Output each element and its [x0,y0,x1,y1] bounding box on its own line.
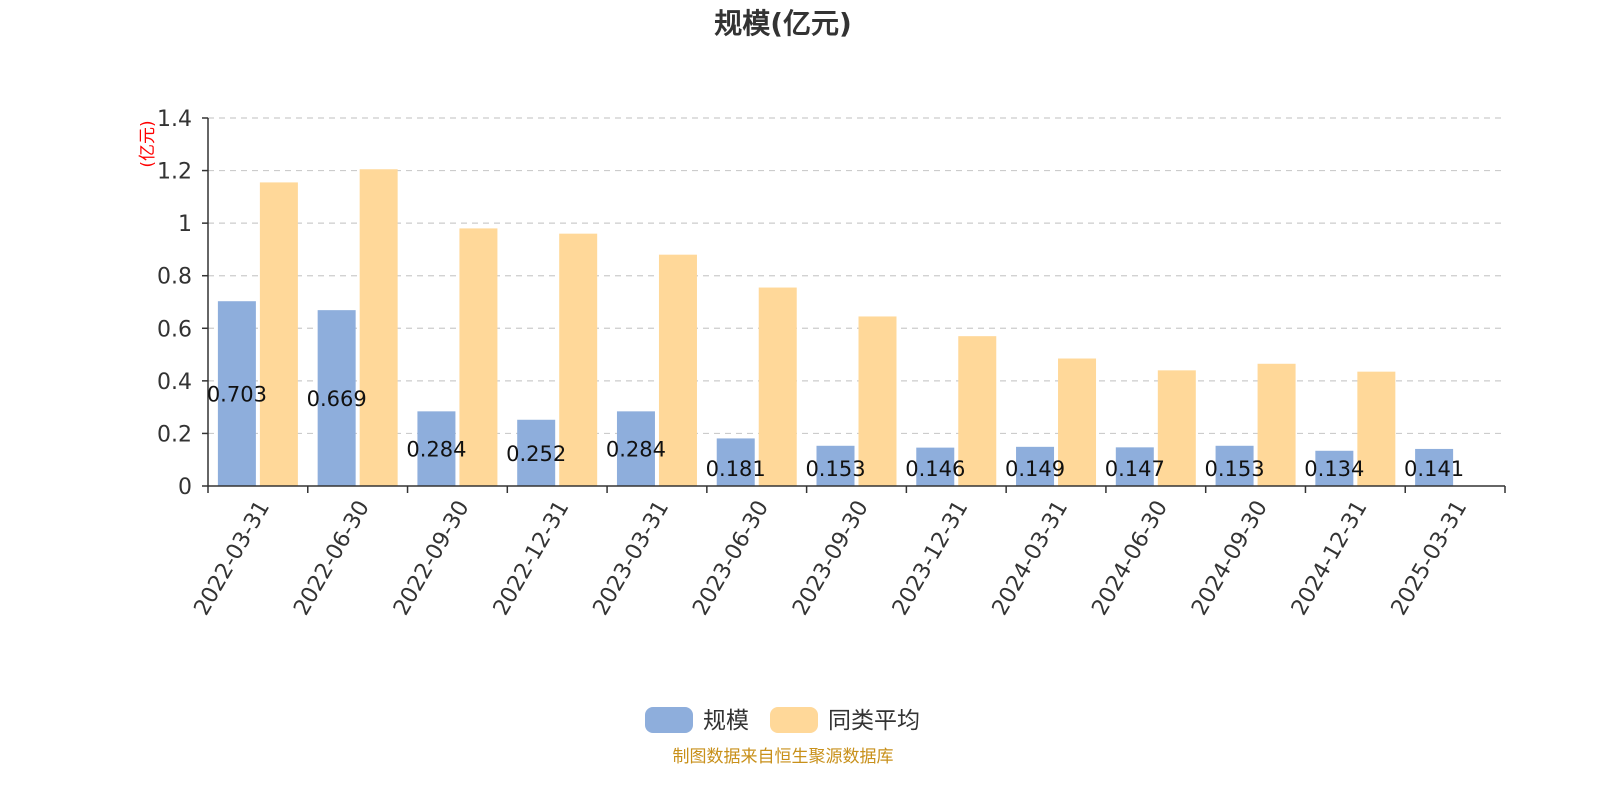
chart-title: 规模(亿元) [714,7,852,40]
x-tick-label: 2023-09-30 [788,497,874,620]
grid-lines [208,117,1505,435]
bar-scale [1315,450,1354,486]
data-label: 0.252 [506,442,566,466]
bar-category-average [858,316,897,486]
data-label: 0.153 [805,457,865,481]
source-note: 制图数据来自恒生聚源数据库 [673,747,894,767]
bar-category-average [559,233,598,486]
x-tick-label: 2022-03-31 [190,497,276,620]
legend-swatch [645,707,693,733]
bar-scale [816,445,855,486]
bar-category-average [359,169,398,486]
bar-scale [417,411,456,486]
bar-scale [1415,448,1454,486]
bar-category-average [459,228,498,486]
legend: 规模 同类平均 [645,707,920,734]
x-tick-label: 2022-06-30 [289,497,375,620]
data-label: 0.284 [406,438,466,462]
bar-category-average [958,336,997,486]
data-label: 0.134 [1304,457,1364,481]
data-label: 0.703 [207,383,267,407]
axes: 0 0.2 0.4 0.6 0.8 1 1.2 1.4 2022-03-31 2022-06-30… [157,107,1506,620]
y-tick-label: 0.8 [157,265,192,290]
bar-category-average [1157,370,1196,486]
legend-label: 规模 [703,708,749,734]
bar-category-average [1058,358,1097,486]
x-tick-label: 2023-06-30 [688,497,774,620]
y-tick-label: 1.2 [157,160,192,185]
x-tick-label: 2022-12-31 [489,497,575,620]
bar-category-average [658,254,697,486]
x-tick-label: 2024-03-31 [988,497,1074,620]
bar-scale [1115,447,1154,486]
data-label: 0.181 [706,457,766,481]
data-labels: 0.703 0.669 0.284 0.252 0.284 0.181 0.153 0.146… [207,383,1464,481]
bar-scale [1016,446,1055,486]
data-label: 0.149 [1005,457,1065,481]
bar-category-average [758,287,797,486]
bar-scale [517,419,556,486]
x-tick-label: 2025-03-31 [1387,497,1473,620]
x-tick-label: 2024-12-31 [1287,497,1373,620]
bar-category-average [1257,363,1296,486]
bar-scale [616,411,655,486]
data-label: 0.153 [1205,457,1265,481]
x-tick-label: 2022-09-30 [389,497,475,620]
x-tick-label: 2024-09-30 [1187,497,1273,620]
bars [217,169,1454,486]
y-tick-label: 1.4 [157,107,192,132]
bar-scale [716,438,755,486]
bar-category-average [259,182,298,486]
y-tick-label: 1 [178,212,192,237]
y-tick-label: 0.6 [157,317,192,342]
x-tick-label: 2024-06-30 [1087,497,1173,620]
legend-label: 同类平均 [828,708,920,734]
bar-scale [916,447,955,486]
x-tick-label: 2023-12-31 [888,497,974,620]
data-label: 0.146 [905,457,965,481]
y-tick-label: 0.2 [157,422,192,447]
bar-scale [217,301,256,486]
y-tick-label: 0.4 [157,370,192,395]
data-label: 0.669 [307,387,367,411]
x-tick-label: 2023-03-31 [589,497,675,620]
bar-category-average [1357,371,1396,486]
data-label: 0.141 [1404,457,1464,481]
legend-swatch [770,707,818,733]
bar-scale [1215,445,1254,486]
bar-scale [317,310,356,486]
y-tick-label: 0 [178,475,192,500]
data-label: 0.147 [1105,457,1165,481]
y-axis-unit-label: (亿元) [138,120,158,167]
data-label: 0.284 [606,438,666,462]
